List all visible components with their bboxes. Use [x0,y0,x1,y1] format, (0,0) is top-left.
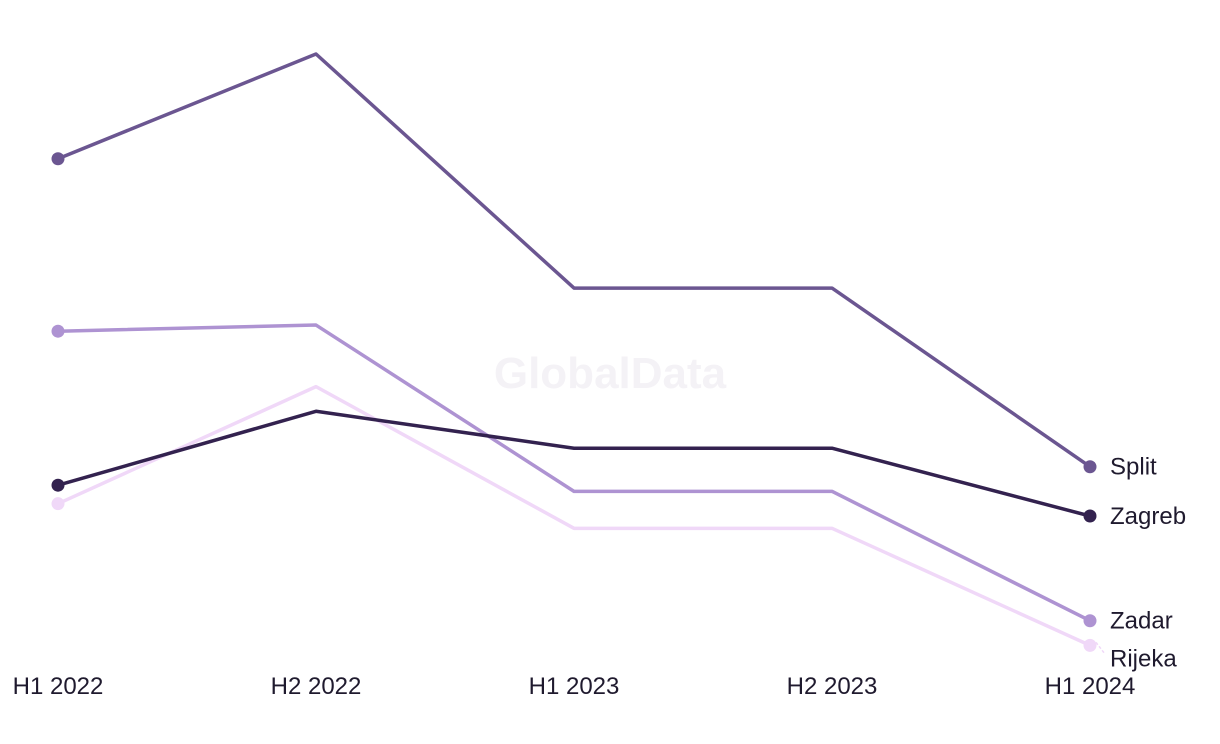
legend-label-rijeka: Rijeka [1110,646,1177,673]
marker-split-h1-2024 [1083,460,1097,474]
legend-leader-rijeka [1095,641,1105,654]
marker-rijeka-h1-2022 [51,497,65,511]
x-tick-label-h1-2024: H1 2024 [1045,673,1136,700]
series-line-zagreb [57,409,1091,518]
marker-zagreb-h1-2024 [1083,509,1097,523]
watermark: GlobalData [494,349,727,398]
series-markers [51,152,1097,652]
x-axis-tick-labels: H1 2022 H2 2022 H1 2023 H2 2023 H1 2024 [13,673,1136,700]
series-line-split [57,52,1091,469]
legend-label-zadar: Zadar [1110,608,1173,635]
marker-split-h1-2022 [51,152,65,166]
x-tick-label-h2-2022: H2 2022 [271,673,362,700]
marker-zadar-h1-2022 [51,324,65,338]
marker-zagreb-h1-2022 [51,478,65,492]
x-tick-label-h2-2023: H2 2023 [787,673,878,700]
series-line-zadar [57,323,1091,623]
marker-zadar-h1-2024 [1083,614,1097,628]
marker-rijeka-h1-2024 [1083,638,1097,652]
series-line-rijeka [57,384,1091,647]
legend-label-split: Split [1110,454,1157,481]
legend-labels: Split Zagreb Zadar Rijeka [1095,454,1186,673]
x-tick-label-h1-2022: H1 2022 [13,673,104,700]
x-tick-label-h1-2023: H1 2023 [529,673,620,700]
series-lines [57,52,1091,647]
legend-label-zagreb: Zagreb [1110,503,1186,530]
